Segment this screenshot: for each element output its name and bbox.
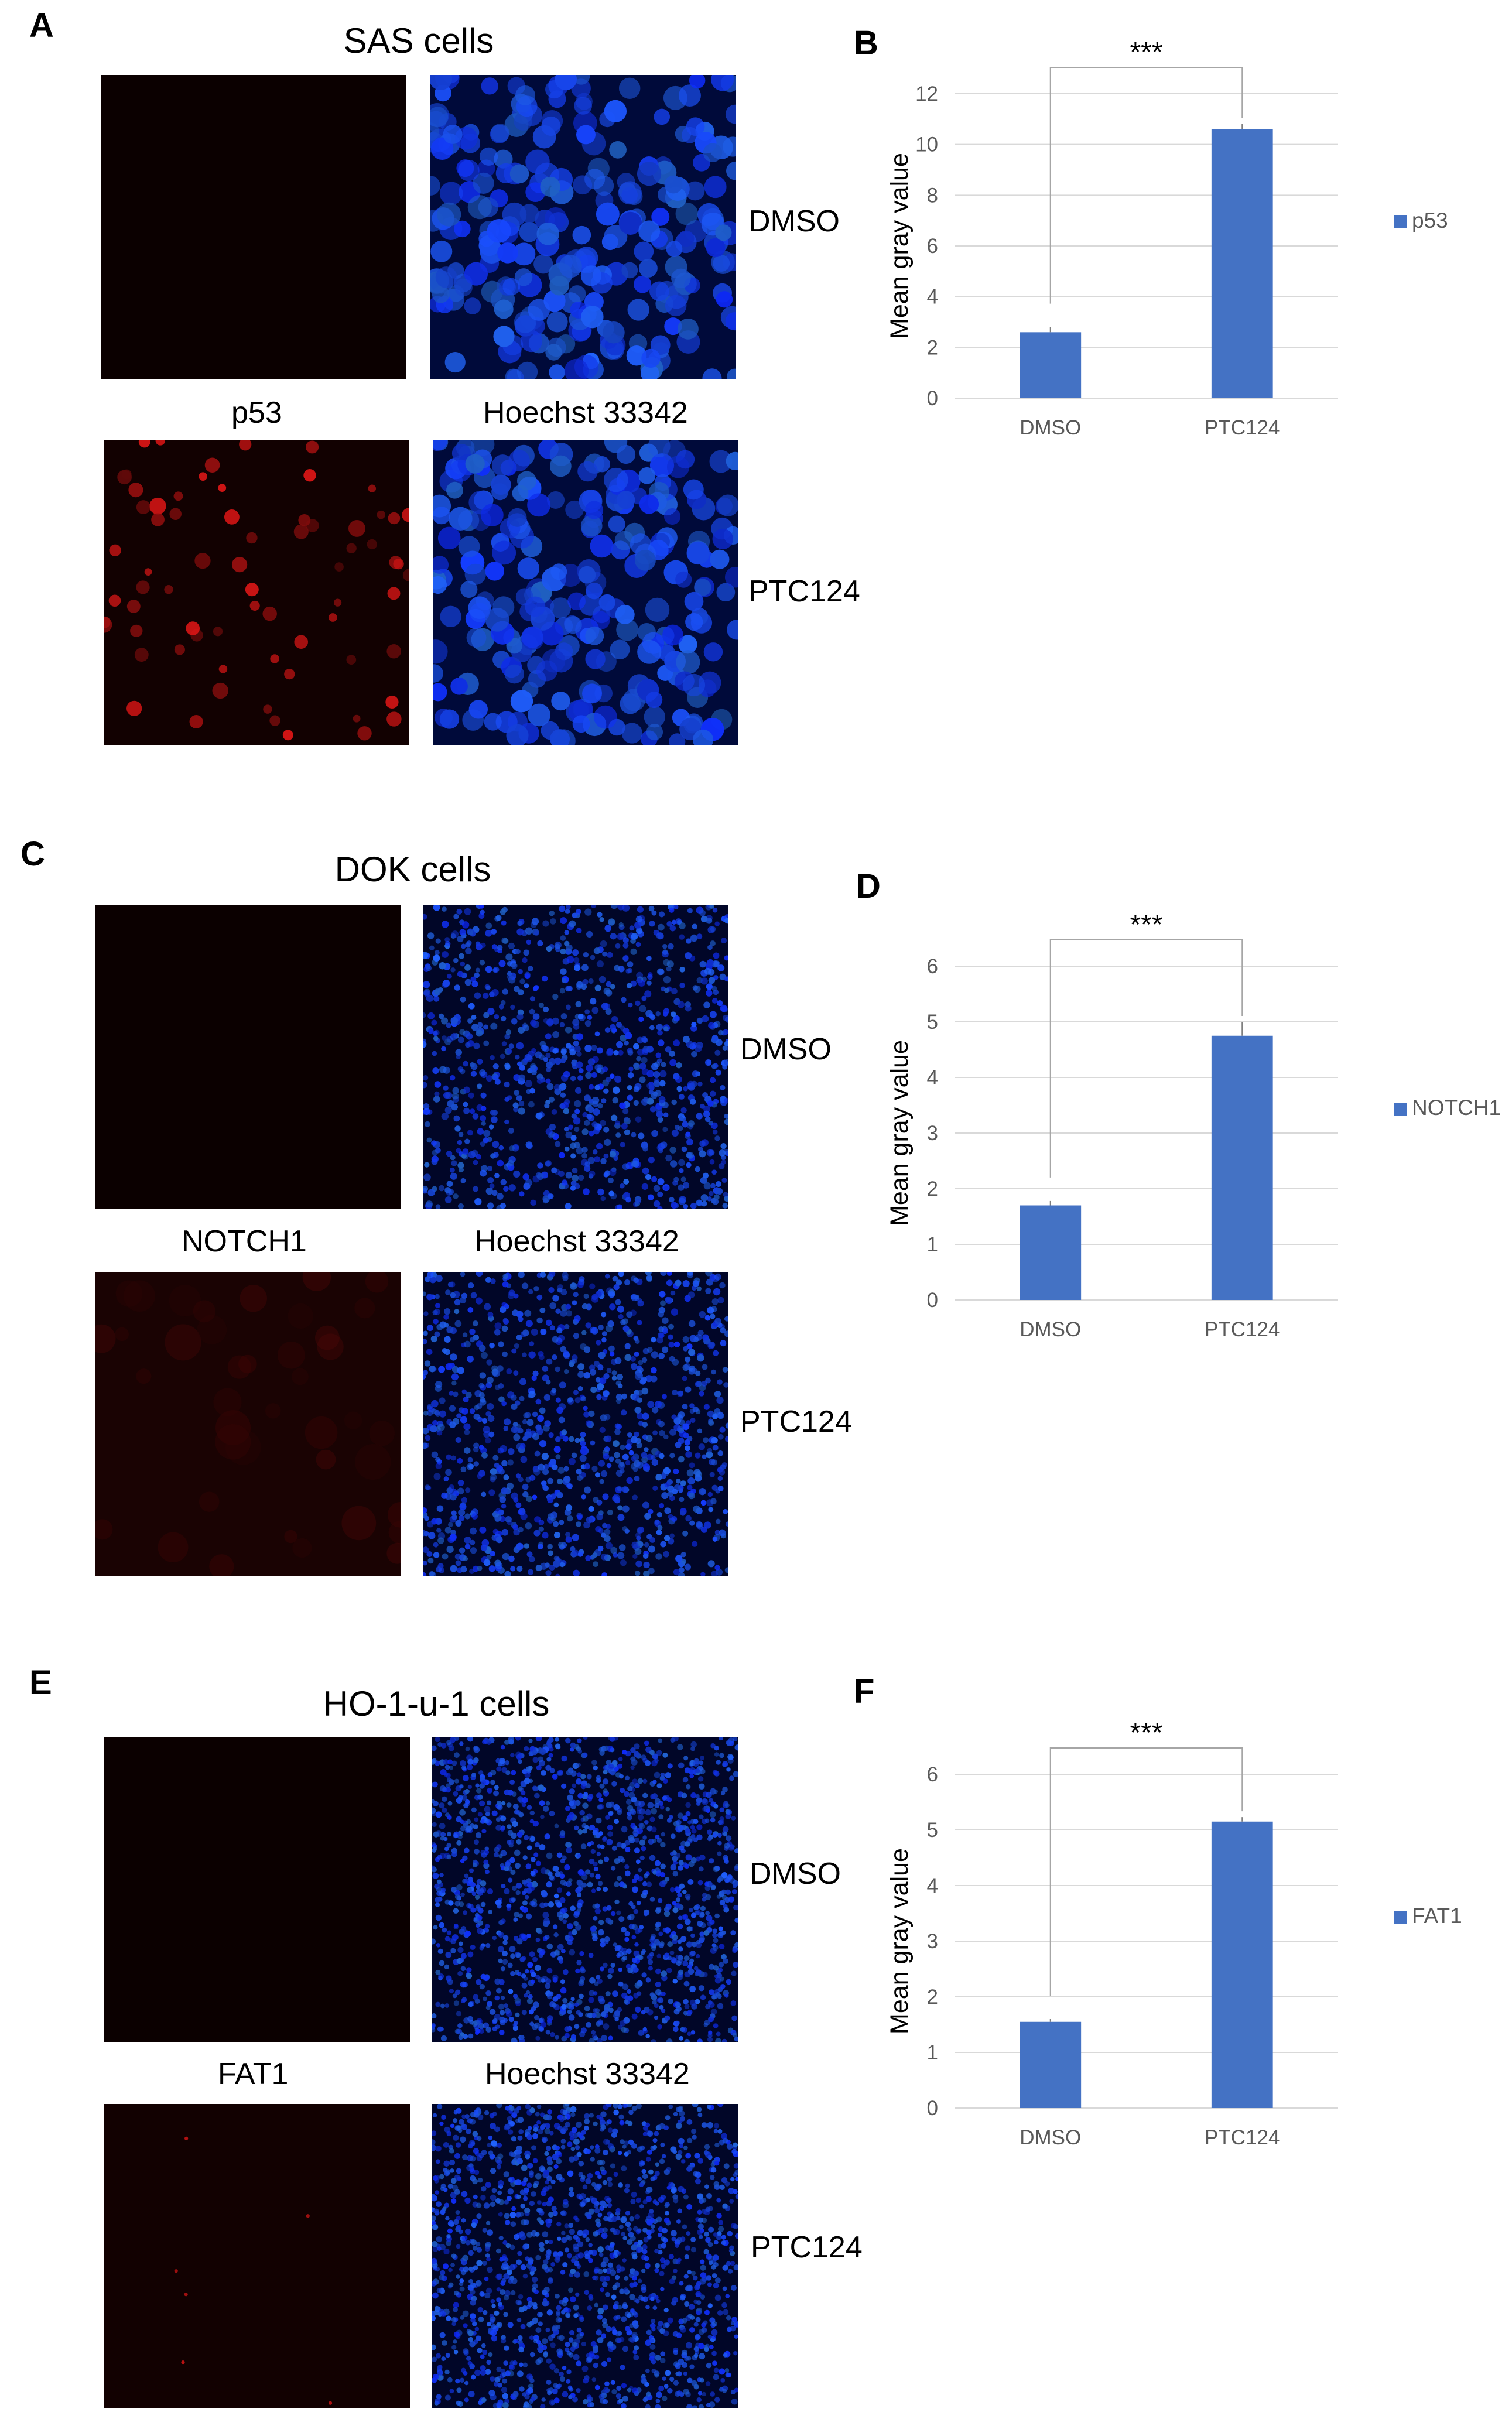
panel-label-b: B <box>854 24 878 62</box>
dok-notch1-ptc124-image <box>95 1272 401 1576</box>
legend-label: NOTCH1 <box>1412 1096 1501 1120</box>
x-tick-label: DMSO <box>1020 2126 1081 2149</box>
ho1u1-hoechst-ptc124-image <box>432 2104 738 2408</box>
panel-a-row-label-ptc124: PTC124 <box>748 574 860 608</box>
sas-hoechst-dmso-image <box>430 75 736 379</box>
sas-p53-dmso-image <box>101 75 406 379</box>
significance-bracket <box>1049 1747 1243 1996</box>
chart-svg-2: 0 1 2 3 4 5 6 Mean gray value DMSO PTC124 *** FAT1 <box>885 1717 1462 2149</box>
ho1u1-fat1-dmso-image <box>104 1737 410 2042</box>
dok-hoechst-dmso-image <box>423 905 728 1209</box>
significance-bracket <box>1049 67 1243 304</box>
chart-d: 0 1 2 3 4 5 6 Mean gray value DMSO PTC124 *** NOTCH… <box>849 878 1505 1359</box>
y-tick-label: 10 <box>915 134 938 156</box>
panel-label-e: E <box>29 1664 52 1702</box>
legend-swatch <box>1394 1911 1407 1924</box>
chart-svg-0: 0 2 4 6 8 10 12 Mean gray value DMSO PTC124 *** p53 <box>885 37 1448 439</box>
panel-c-row-label-ptc124: PTC124 <box>740 1405 852 1439</box>
panel-e-stain-label: FAT1 <box>218 2057 289 2091</box>
y-tick-label: 4 <box>927 1874 938 1897</box>
panel-label-d: D <box>856 867 881 905</box>
y-tick-label: 5 <box>927 1819 938 1842</box>
bar-dmso <box>1020 2021 1082 2108</box>
y-axis-label: Mean gray value <box>885 1848 914 2034</box>
significance-bracket <box>1049 939 1243 1178</box>
y-tick-label: 2 <box>927 336 938 359</box>
bar-dmso <box>1020 1205 1082 1300</box>
ho1u1-fat1-ptc124-image <box>104 2104 410 2408</box>
x-tick-label: DMSO <box>1020 1318 1081 1341</box>
y-tick-label: 3 <box>927 1122 938 1145</box>
y-tick-label: 0 <box>927 387 938 410</box>
bar-dmso <box>1020 332 1082 398</box>
panel-c-stain-label: NOTCH1 <box>182 1224 307 1258</box>
chart-f: 0 1 2 3 4 5 6 Mean gray value DMSO PTC124 *** FAT1 <box>849 1686 1505 2167</box>
panel-label-c: C <box>20 835 45 873</box>
legend-label: p53 <box>1412 208 1448 232</box>
ho1u1-hoechst-dmso-image <box>432 1737 738 2042</box>
legend-swatch <box>1394 215 1407 228</box>
y-axis-label: Mean gray value <box>885 153 914 339</box>
chart-b: 0 2 4 6 8 10 12 Mean gray value DMSO PTC124 *** p53 <box>849 35 1505 457</box>
y-tick-label: 6 <box>927 955 938 978</box>
panel-e-row-label-ptc124: PTC124 <box>751 2230 863 2264</box>
y-tick-label: 2 <box>927 1986 938 2009</box>
y-tick-label: 0 <box>927 1289 938 1312</box>
y-tick-label: 8 <box>927 184 938 207</box>
y-tick-label: 6 <box>927 1763 938 1786</box>
panel-c-nuclear-label: Hoechst 33342 <box>474 1224 679 1258</box>
significance-marker: *** <box>1130 37 1162 68</box>
panel-e-nuclear-label: Hoechst 33342 <box>485 2057 690 2091</box>
dok-hoechst-ptc124-image <box>423 1272 728 1576</box>
panel-label-a: A <box>29 6 54 45</box>
bar-ptc124 <box>1211 1821 1273 2108</box>
panel-c-title: DOK cells <box>334 850 491 889</box>
y-tick-label: 4 <box>927 1066 938 1089</box>
panel-label-f: F <box>854 1672 875 1710</box>
panel-a-title: SAS cells <box>343 21 494 60</box>
legend-swatch <box>1394 1103 1407 1116</box>
panel-a-row-label-dmso: DMSO <box>748 204 840 238</box>
panel-e-title: HO-1-u-1 cells <box>323 1684 550 1723</box>
panel-e-row-label-dmso: DMSO <box>750 1857 841 1891</box>
y-tick-label: 2 <box>927 1178 938 1200</box>
x-tick-label: PTC124 <box>1205 1318 1280 1341</box>
x-tick-label: DMSO <box>1020 416 1081 439</box>
y-tick-label: 6 <box>927 235 938 258</box>
y-tick-label: 1 <box>927 2041 938 2064</box>
y-tick-label: 0 <box>927 2097 938 2120</box>
legend-label: FAT1 <box>1412 1904 1462 1928</box>
panel-c-row-label-dmso: DMSO <box>740 1032 832 1066</box>
y-axis-label: Mean gray value <box>885 1040 914 1226</box>
x-tick-label: PTC124 <box>1205 2126 1280 2149</box>
significance-marker: *** <box>1130 909 1162 940</box>
y-tick-label: 12 <box>915 83 938 105</box>
panel-a-stain-label: p53 <box>231 396 282 430</box>
significance-marker: *** <box>1130 1717 1162 1749</box>
y-tick-label: 3 <box>927 1930 938 1953</box>
y-tick-label: 5 <box>927 1011 938 1034</box>
chart-svg-1: 0 1 2 3 4 5 6 Mean gray value DMSO PTC124 *** NOTCH… <box>885 909 1501 1341</box>
y-tick-label: 1 <box>927 1233 938 1256</box>
panel-a-nuclear-label: Hoechst 33342 <box>483 396 688 430</box>
sas-p53-ptc124-image <box>104 440 409 745</box>
dok-notch1-dmso-image <box>95 905 401 1209</box>
bar-ptc124 <box>1211 129 1273 398</box>
y-tick-label: 4 <box>927 286 938 309</box>
bar-ptc124 <box>1211 1035 1273 1300</box>
x-tick-label: PTC124 <box>1205 416 1280 439</box>
sas-hoechst-ptc124-image <box>433 440 738 745</box>
